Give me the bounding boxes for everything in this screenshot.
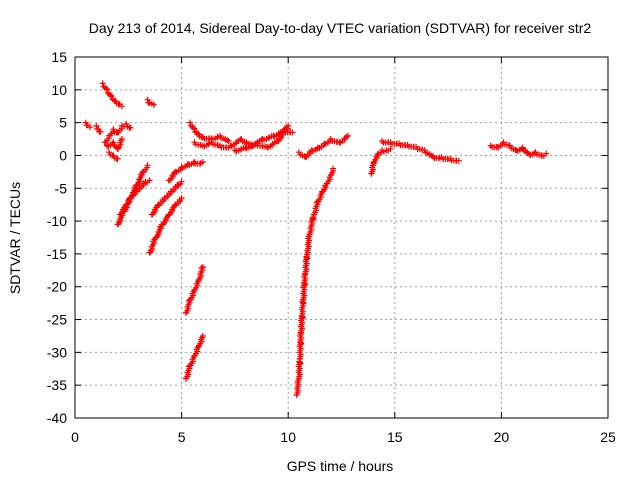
data-series-segment	[182, 333, 206, 382]
y-tick-label: -20	[47, 279, 67, 295]
y-tick-label: -40	[47, 410, 67, 426]
data-point-marks	[106, 149, 121, 162]
data-point-marks	[99, 80, 125, 110]
data-point-marks	[82, 119, 93, 131]
data-series-segment	[144, 96, 157, 108]
data-series-segment	[106, 149, 121, 162]
data-series-segment	[93, 122, 104, 135]
data-point-marks	[187, 119, 232, 144]
data-series-segment	[187, 119, 232, 144]
data-point-marks	[93, 122, 104, 135]
y-tick-label: -5	[55, 180, 68, 196]
data-series-segment	[116, 177, 153, 218]
data-series-segment	[487, 139, 550, 159]
data-point-marks	[101, 120, 134, 146]
y-tick-label: -35	[47, 377, 67, 393]
y-tick-label: 10	[51, 82, 67, 98]
data-series-segment	[148, 178, 185, 218]
y-tick-label: 15	[51, 49, 67, 65]
plot-frame	[74, 56, 609, 419]
y-tick-label: -30	[47, 344, 67, 360]
x-tick-label: 15	[387, 429, 403, 445]
data-point-marks	[295, 132, 351, 160]
data-points	[82, 80, 550, 398]
data-point-marks	[293, 165, 337, 398]
axis-ticks: 0 5 10 15 20 25 15 10 5 0 -5 -10 -15 -20 -25 -30 -35 -40	[47, 49, 616, 445]
x-axis-label: GPS time / hours	[287, 458, 394, 474]
data-point-marks	[487, 139, 550, 159]
x-tick-label: 25	[600, 429, 616, 445]
data-series-segment	[82, 119, 93, 131]
data-series-segment	[104, 136, 125, 152]
y-tick-label: 0	[59, 147, 67, 163]
y-tick-label: -25	[47, 312, 67, 328]
data-series-segment	[101, 120, 134, 146]
data-series-segment	[165, 159, 206, 184]
data-series-segment	[146, 195, 185, 256]
y-tick-label: 5	[59, 115, 67, 131]
data-series-segment	[379, 138, 462, 164]
data-series-segment	[99, 80, 125, 110]
data-point-marks	[148, 178, 185, 218]
x-tick-label: 10	[280, 429, 296, 445]
data-point-marks	[379, 138, 462, 164]
data-series-segment	[368, 145, 394, 177]
x-tick-label: 20	[494, 429, 510, 445]
grid-lines	[75, 57, 608, 418]
data-point-marks	[144, 96, 157, 108]
y-tick-label: -15	[47, 246, 67, 262]
data-point-marks	[104, 136, 125, 152]
x-tick-label: 0	[71, 429, 79, 445]
data-series-segment	[231, 122, 292, 155]
y-tick-label: -10	[47, 213, 67, 229]
data-series-segment	[293, 165, 337, 398]
data-series-segment	[295, 132, 351, 160]
data-point-marks	[368, 145, 394, 177]
data-point-marks	[116, 177, 153, 218]
x-tick-label: 5	[178, 429, 186, 445]
data-point-marks	[191, 139, 232, 151]
data-point-marks	[165, 159, 206, 184]
data-point-marks	[146, 195, 185, 256]
y-axis-label: SDTVAR / TECUs	[7, 182, 23, 294]
data-series-segment	[182, 264, 206, 316]
data-point-marks	[231, 122, 292, 155]
data-point-marks	[182, 333, 206, 382]
data-point-marks	[182, 264, 206, 316]
chart-title: Day 213 of 2014, Sidereal Day-to-day VTE…	[89, 20, 592, 36]
data-series-segment	[191, 139, 232, 151]
